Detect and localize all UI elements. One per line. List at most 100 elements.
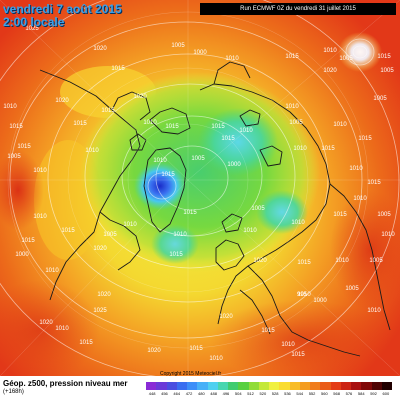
pressure-label: 1020 (93, 246, 107, 252)
pressure-label: 1010 (293, 146, 307, 152)
color-scale-swatch (146, 382, 157, 390)
color-scale-label: 496 (222, 391, 230, 396)
pressure-label: 1005 (373, 96, 387, 102)
color-scale-swatch (238, 382, 249, 390)
pressure-label: 1010 (239, 128, 253, 134)
color-scale-label: 480 (198, 391, 205, 396)
color-scale-swatch (320, 382, 331, 390)
pressure-label: 1005 (171, 43, 185, 49)
pressure-label: 1010 (381, 232, 395, 238)
pressure-label: 1025 (93, 308, 107, 314)
pressure-label: 1010 (349, 166, 363, 172)
pressure-label: 1015 (297, 260, 311, 266)
pressure-label: 1010 (33, 214, 47, 220)
pressure-label: 1015 (79, 340, 93, 346)
pressure-label: 995 (297, 292, 308, 298)
pressure-label: 1015 (321, 146, 335, 152)
pressure-label: 1015 (61, 228, 75, 234)
pressure-label: 1000 (193, 50, 207, 56)
pressure-label: 1015 (285, 54, 299, 60)
pressure-label: 1015 (221, 136, 235, 142)
color-scale-swatch (197, 382, 208, 390)
color-scale-bar (146, 382, 392, 390)
color-scale-swatch (156, 382, 167, 390)
color-scale-swatch (289, 382, 300, 390)
color-scale-label: 464 (173, 391, 181, 396)
pressure-label: 1010 (153, 158, 167, 164)
pressure-label: 1020 (93, 46, 107, 52)
pressure-label: 1015 (377, 54, 391, 60)
color-scale-label: 560 (321, 391, 328, 396)
pressure-label: 1005 (369, 258, 383, 264)
pressure-label: 1020 (147, 348, 161, 354)
pressure-label: 1005 (289, 120, 303, 126)
color-scale-labels: 448 456 464 472 480 488 496 504 512 520 528 536 544 5… (146, 391, 392, 398)
color-scale-label: 504 (234, 391, 242, 396)
pressure-label: 1010 (33, 168, 47, 174)
pressure-label: 1020 (97, 292, 111, 298)
pressure-label: 1015 (189, 346, 203, 352)
pressure-label: 1010 (45, 268, 59, 274)
pressure-label: 1010 (291, 220, 305, 226)
pressure-label: 1015 (9, 124, 23, 130)
color-scale-swatch (258, 382, 269, 390)
pressure-label: 1020 (133, 94, 147, 100)
grid-lines (0, 0, 400, 377)
pressure-label: 1025 (25, 26, 39, 32)
color-scale-label: 448 (148, 391, 156, 396)
color-scale-label: 568 (333, 391, 340, 396)
copyright-text: Copyright 2015 Meteociel.fr (160, 371, 222, 377)
pressure-label: 1010 (225, 56, 239, 62)
pressure-label: 1015 (111, 66, 125, 72)
pressure-label: 1015 (333, 212, 347, 218)
pressure-label: 1010 (243, 228, 257, 234)
color-scale-swatch (217, 382, 228, 390)
color-scale-swatch (228, 382, 239, 390)
color-scale-swatch (371, 382, 382, 390)
color-scale-label: 472 (185, 391, 193, 396)
color-scale-swatch (207, 382, 218, 390)
color-scale-swatch (351, 382, 362, 390)
forecast-time-title: 2:00 locale (3, 15, 65, 29)
color-scale-swatch (299, 382, 310, 390)
color-scale-swatch (166, 382, 177, 390)
pressure-label: 1005 (7, 154, 21, 160)
color-scale-label: 536 (284, 391, 291, 396)
pressure-label: 1015 (367, 180, 381, 186)
pressure-label: 1010 (173, 232, 187, 238)
color-scale-label: 488 (210, 391, 217, 396)
pressure-label: 1010 (367, 308, 381, 314)
pressure-label: 1020 (39, 320, 53, 326)
color-scale-label: 520 (259, 391, 267, 396)
pressure-label: 1010 (143, 120, 157, 126)
color-scale-swatch (381, 382, 392, 390)
color-scale-label: 528 (271, 391, 279, 396)
pressure-label: 1015 (73, 121, 87, 127)
pressure-label: 1005 (251, 206, 265, 212)
pressure-label: 1015 (358, 136, 372, 142)
pressure-label: 1005 (103, 232, 117, 238)
pressure-label: 1010 (297, 292, 311, 298)
color-scale-swatch (361, 382, 372, 390)
color-scale-label: 576 (345, 391, 353, 396)
forecast-date-title: vendredi 7 août 2015 (3, 2, 122, 16)
pressure-label: 1000 (313, 298, 327, 304)
pressure-label: 1015 (161, 172, 175, 178)
color-scale-label: 512 (247, 391, 254, 396)
pressure-label: 1020 (55, 98, 69, 104)
pressure-label: 1015 (21, 238, 35, 244)
color-scale-swatch (330, 382, 341, 390)
pressure-label: 1010 (85, 148, 99, 154)
color-scale-label: 600 (382, 391, 390, 396)
color-scale-swatch (248, 382, 259, 390)
pressure-label: 1015 (101, 108, 115, 114)
color-scale-swatch (310, 382, 321, 390)
color-scale-label: 544 (296, 391, 304, 396)
height-field (0, 32, 400, 380)
pressure-label: 1010 (335, 258, 349, 264)
pressure-label: 1010 (209, 356, 223, 362)
pressure-label: 1000 (227, 162, 241, 168)
pressure-label: 1010 (323, 48, 337, 54)
